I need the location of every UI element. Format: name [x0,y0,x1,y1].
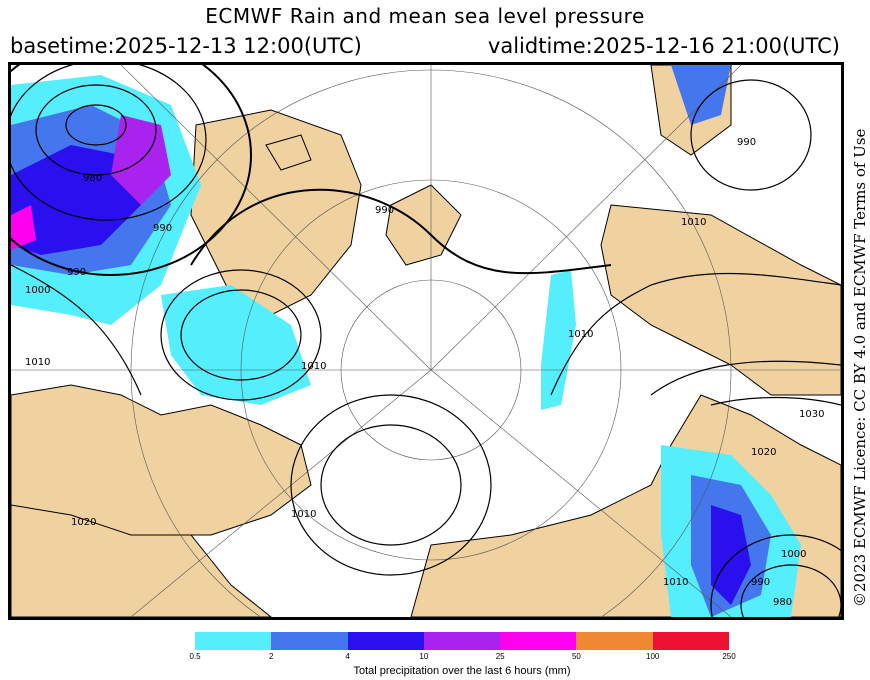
licence-text: ©2023 ECMWF Licence: CC BY 4.0 and ECMWF… [851,128,869,607]
legend-swatch [500,632,577,650]
isobar-label: 1010 [291,509,316,520]
legend-tick: 0.5 [189,652,201,661]
isobar-1030-east [710,396,841,406]
isobar-1010-north [190,188,612,275]
legend-swatch [576,632,653,650]
isobar-low-southeast-2 [710,534,841,617]
precip-heavy-east [711,505,751,605]
legend-tick: 4 [345,652,350,661]
land-greenland [190,109,362,316]
isobar-label: 990 [751,577,770,588]
legend-tick: 2 [269,652,274,661]
legend-caption: Total precipitation over the last 6 hour… [353,665,571,677]
isobar-low-west-4 [11,65,252,276]
validtime-label: validtime:2025-12-16 21:00(UTC) [487,34,840,58]
precip-heavy-west [11,145,141,255]
legend-swatch [271,632,348,650]
isobar-low-west-1 [65,104,127,146]
isobar-layer [11,65,841,617]
isobar-labels: 980 990 990 990 1000 1010 1010 1010 1010… [25,137,824,608]
isobar-label: 980 [773,597,792,608]
isobar-label: 1030 [799,409,824,420]
legend-swatch [423,632,501,650]
isobar-label: 1020 [71,517,96,528]
precipitation-legend [195,632,729,650]
isobar-1020-east [650,360,841,396]
isobar-label: 1010 [301,361,326,372]
isobar-label: 990 [153,223,172,234]
isobar-label: 990 [737,137,756,148]
legend-swatch [195,632,272,650]
isobar-low-central-2 [160,269,322,401]
isobar-label: 1010 [663,577,688,588]
map-canvas: 980 990 990 990 1000 1010 1010 1010 1010… [11,65,841,617]
isobar-label: 1000 [781,549,806,560]
isobar-west-1000 [11,264,142,396]
legend-tick: 25 [495,652,505,661]
map-frame: 980 990 990 990 1000 1010 1010 1010 1010… [8,62,844,620]
isobar-label: 1000 [25,285,50,296]
precipitation-layer [11,65,801,617]
isobar-label: 990 [375,205,394,216]
legend-swatch [347,632,424,650]
land-layer [11,65,841,617]
isobar-low-west-3 [11,65,207,221]
isobar-label: 990 [67,267,86,278]
isobar-label: 1010 [25,357,50,368]
isobar-low-west-2 [35,84,157,176]
isobar-label: 1020 [751,447,776,458]
land-svalbard [385,184,462,266]
isobar-high-pole [320,424,462,546]
isobar-label: 1010 [681,217,706,228]
meridian-315 [430,369,732,617]
isobar-label: 980 [83,173,102,184]
chart-title: ECMWF Rain and mean sea level pressure [205,4,645,28]
legend-tick: 50 [571,652,581,661]
precip-extreme-west [11,205,36,250]
isobar-low-central [180,289,302,381]
isobar-1010-east [550,272,841,396]
isobar-label: 1010 [568,329,593,340]
precip-northeast [671,65,731,125]
isobar-low-southeast [740,564,841,617]
precip-light-central [161,285,311,405]
basetime-label: basetime:2025-12-13 12:00(UTC) [10,34,362,58]
graticule [11,65,841,617]
legend-ticks: 0.5 2 4 10 25 50 100 250 [189,652,735,664]
meridian-135 [120,65,432,371]
precip-north [541,270,576,410]
legend-tick: 100 [646,652,660,661]
legend-tick: 10 [419,652,429,661]
isobar-low-northeast [690,79,812,191]
meridian-45 [430,65,742,371]
land-north-america [11,504,272,617]
legend-swatch [652,632,729,650]
meridian-225 [130,369,432,617]
isobar-high-pole-2 [290,394,492,576]
land-eurasia [600,204,841,396]
land-iceland [265,134,312,171]
legend-tick: 250 [722,652,736,661]
